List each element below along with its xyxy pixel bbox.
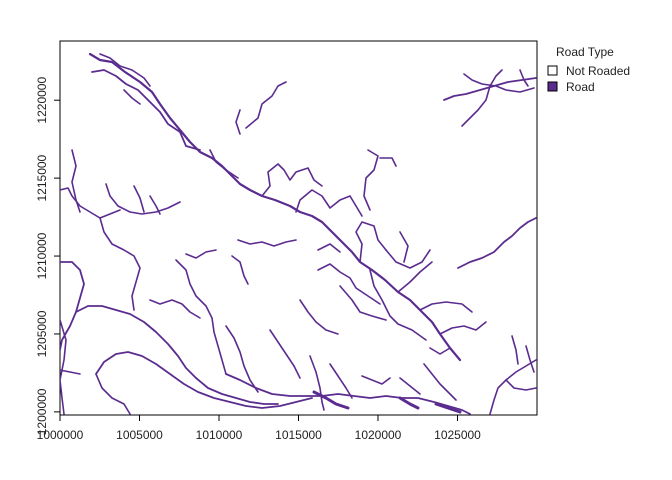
x-tick-label: 1005000 [116, 428, 163, 442]
road-segment [149, 195, 161, 215]
y-tick-label: 1205000 [35, 310, 49, 357]
legend-label-not-roaded: Not Roaded [566, 64, 630, 78]
road-segment [317, 263, 381, 305]
x-tick-label: 1015000 [275, 428, 322, 442]
road-segment [123, 89, 141, 105]
road-segment [149, 299, 201, 319]
road-segment [60, 369, 81, 375]
road-segment [309, 355, 325, 411]
road-segment [423, 363, 457, 401]
x-tick-label: 1025000 [434, 428, 481, 442]
x-axis: 1000000 1005000 1010000 1015000 1020000 10250… [37, 415, 481, 442]
road-segment [369, 269, 427, 341]
y-tick-label: 1215000 [35, 154, 49, 201]
road-segment [519, 69, 529, 87]
road-segment [91, 69, 201, 151]
road-segment [434, 402, 462, 414]
road-segment [261, 163, 323, 197]
road-segment [361, 375, 391, 385]
road-segment [209, 149, 239, 179]
road-segment [439, 321, 487, 335]
road-segment [398, 396, 420, 410]
legend-swatch-road [547, 81, 558, 92]
road-segment [461, 69, 503, 127]
road-segment [231, 255, 249, 285]
road-segment [317, 243, 341, 253]
road-segment [105, 183, 181, 215]
road-segment [88, 52, 462, 362]
legend-swatch-not-roaded [547, 65, 558, 76]
x-tick-label: 1000000 [37, 428, 84, 442]
road-segment [99, 217, 141, 311]
y-tick-label: 1200000 [35, 388, 49, 435]
road-segment [71, 149, 81, 213]
road-segment [463, 73, 535, 93]
y-tick-label: 1210000 [35, 232, 49, 279]
road-segment [457, 217, 537, 269]
road-segment [355, 221, 387, 263]
y-tick-label: 1220000 [35, 77, 49, 124]
road-segment [525, 345, 535, 373]
road-segment [397, 261, 433, 293]
road-segment [429, 347, 451, 355]
road-segment [269, 329, 301, 379]
road-segment [299, 299, 339, 335]
road-segment [379, 157, 397, 167]
x-tick-label: 1020000 [355, 428, 402, 442]
road-segment [237, 239, 297, 247]
road-segment [399, 231, 409, 263]
road-segment [60, 187, 121, 219]
road-segment [133, 185, 145, 213]
road-segment [95, 373, 131, 415]
x-tick-label: 1010000 [196, 428, 243, 442]
road-segment [95, 351, 313, 409]
road-segment [329, 363, 353, 399]
legend-title: Road Type [556, 45, 614, 59]
road-segment [363, 149, 379, 211]
road-segment [385, 249, 431, 269]
road-segment [75, 305, 279, 405]
road-segment [399, 377, 421, 395]
road-network [60, 52, 537, 415]
legend-label-road: Road [566, 80, 595, 94]
road-segment [245, 81, 287, 129]
legend: Road Type Not Roaded Road [547, 45, 630, 94]
road-segment [339, 285, 387, 321]
road-segment [505, 379, 537, 391]
road-segment [511, 335, 519, 365]
road-segment [295, 189, 363, 217]
road-segment [419, 301, 473, 313]
road-segment [235, 109, 241, 135]
y-axis: 1200000 1205000 1210000 1215000 1220000 [35, 77, 60, 435]
road-segment [185, 249, 217, 259]
road-segment [225, 325, 259, 393]
road-segment [175, 259, 227, 375]
road-segment [99, 53, 151, 87]
road-segment [312, 390, 350, 410]
road-segment [443, 77, 537, 101]
